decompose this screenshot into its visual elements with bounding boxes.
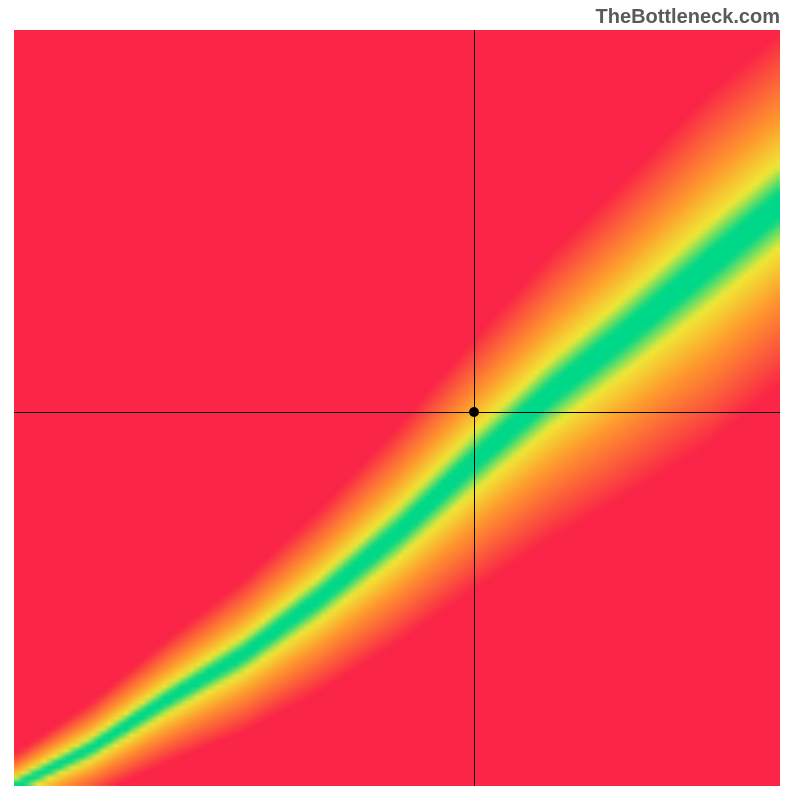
watermark-text: TheBottleneck.com xyxy=(596,6,780,29)
chart-container: TheBottleneck.com xyxy=(0,0,800,800)
crosshair-marker xyxy=(469,407,479,417)
bottleneck-heatmap xyxy=(14,30,780,786)
plot-area xyxy=(14,30,780,786)
crosshair-horizontal xyxy=(14,412,780,413)
